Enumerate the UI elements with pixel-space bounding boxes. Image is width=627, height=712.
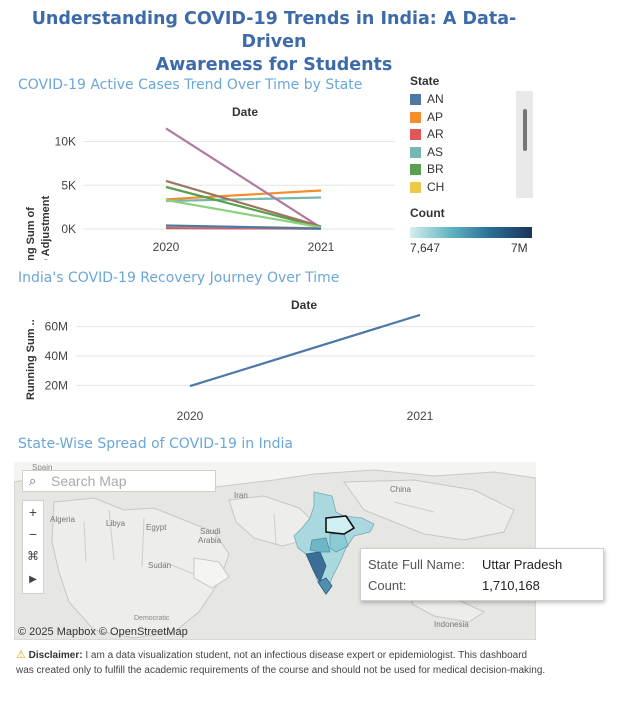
expand-toolbar-icon[interactable]: ▶	[29, 574, 37, 585]
legend-swatch	[410, 181, 421, 193]
count-legend-title: Count	[410, 206, 445, 220]
active-chart-y-title-line1: Running Sum of	[25, 207, 37, 260]
dashboard-title: Understanding COVID-19 Trends in India: …	[0, 8, 548, 77]
series-line-9	[165, 224, 322, 230]
map-label-spain: Spain	[32, 463, 52, 472]
active-chart-y-ticks: 10K 5K 0K	[55, 135, 76, 237]
map-label-algeria: Algeria	[50, 515, 75, 524]
reset-map-icon[interactable]: ⌘	[27, 549, 39, 563]
legend-swatch	[410, 164, 421, 175]
legend-label: CH	[427, 179, 445, 194]
series-line-6	[165, 127, 322, 229]
series-line-3	[165, 196, 322, 203]
map-search-placeholder: Search Map	[51, 473, 127, 489]
active-chart-x-ticks: 2020 2021	[153, 240, 335, 254]
series-line-0	[189, 313, 421, 388]
x-tick-label: 2021	[308, 240, 335, 254]
legend-swatch	[410, 94, 421, 105]
tooltip-state-key: State Full Name:	[368, 557, 465, 572]
zoom-in-button[interactable]: +	[28, 504, 38, 520]
x-tick-label: 2020	[153, 240, 180, 254]
tooltip-count-key: Count:	[368, 578, 407, 593]
legend-label: AN	[427, 92, 444, 106]
x-tick-label: 2021	[407, 409, 434, 423]
legend-scrollbar-thumb[interactable]	[523, 109, 527, 151]
active-chart-y-title-line2: Active Adjustment	[40, 195, 52, 260]
recovery-chart-lines	[189, 313, 421, 388]
disclaimer-text: I am a data visualization student, not a…	[16, 650, 546, 676]
active-chart-title: COVID-19 Active Cases Trend Over Time by…	[18, 77, 363, 93]
y-tick-label: 20M	[45, 378, 68, 392]
tooltip-state-value: Uttar Pradesh	[482, 557, 563, 572]
dashboard-title-line1: Understanding COVID-19 Trends in India: …	[31, 9, 517, 52]
y-tick-label: 5K	[61, 178, 76, 192]
map-attribution: © 2025 Mapbox © OpenStreetMap	[18, 626, 188, 638]
disclaimer-label: Disclaimer:	[28, 650, 83, 661]
y-tick-label: 60M	[45, 320, 68, 334]
y-tick-label: 40M	[45, 349, 68, 363]
map-label-arabia: Arabia	[198, 536, 222, 545]
recovery-chart-title: India's COVID-19 Recovery Journey Over T…	[18, 270, 340, 286]
zoom-out-button[interactable]: −	[28, 526, 38, 542]
map-label-democratic: Democratic	[134, 615, 170, 622]
search-icon: ⌕	[29, 473, 37, 488]
disclaimer: ⚠ Disclaimer: I am a data visualization …	[16, 648, 546, 678]
count-color-gradient	[410, 227, 532, 238]
map-label-sudan: Sudan	[148, 561, 171, 570]
series-line-7	[165, 179, 322, 228]
state-tooltip: State Full Name: Uttar Pradesh Count: 1,…	[360, 548, 604, 601]
active-chart-grid	[84, 141, 395, 230]
map-label-china: China	[390, 485, 411, 494]
y-tick-label: 10K	[55, 135, 76, 149]
recovery-chart-x-ticks: 2020 2021	[177, 409, 434, 423]
active-chart-lines	[165, 127, 322, 230]
legend-swatch	[410, 111, 421, 123]
map-label-libya: Libya	[106, 519, 126, 528]
series-line-1	[165, 189, 322, 201]
series-line-8	[165, 199, 322, 229]
legend-swatch	[410, 146, 421, 158]
recovery-chart-y-ticks: 60M 40M 20M	[45, 320, 68, 393]
india-states[interactable]	[293, 491, 375, 595]
map-label-egypt: Egypt	[146, 523, 167, 532]
legend-swatch	[410, 129, 421, 140]
map-toolbar: + − ⌘ ▶	[22, 500, 44, 594]
series-line-4	[165, 185, 322, 229]
x-tick-label: 2020	[177, 409, 204, 423]
recovery-chart-column-header: Date	[291, 298, 318, 312]
map-label-indonesia: Indonesia	[434, 620, 469, 629]
map-search[interactable]: ⌕ Search Map	[22, 470, 216, 492]
dashboard-title-line2: Awareness for Students	[155, 55, 393, 75]
active-chart-column-header: Date	[232, 105, 259, 119]
legend-label: BR	[427, 162, 444, 176]
map-label-saudi: Saudi	[200, 527, 221, 536]
legend-scrollbar[interactable]	[516, 91, 533, 198]
recovery-chart-y-title: Running Sum ..	[25, 319, 37, 400]
count-min-label: 7,647	[410, 241, 441, 255]
legend-title: State	[410, 74, 440, 88]
map-section-title: State-Wise Spread of COVID-19 in India	[18, 436, 293, 452]
legend-label: AS	[427, 144, 444, 159]
y-tick-label: 0K	[61, 222, 76, 236]
warning-icon: ⚠	[16, 649, 26, 661]
active-cases-chart[interactable]: Running Sum of Active Adjustment 10K 5K 0K…	[0, 120, 400, 260]
count-max-label: 7M	[511, 241, 528, 255]
map-label-iran: Iran	[234, 491, 248, 500]
map-background: Spain Algeria Libya Egypt Saudi Arabia S…	[14, 463, 536, 640]
tooltip-count-value: 1,710,168	[482, 578, 540, 593]
legend-label: AP	[427, 109, 444, 124]
legend-label: AR	[427, 127, 444, 141]
recovery-chart-grid	[76, 326, 535, 386]
recovery-chart[interactable]: Running Sum .. 60M 40M 20M 2020 2021	[0, 312, 545, 427]
